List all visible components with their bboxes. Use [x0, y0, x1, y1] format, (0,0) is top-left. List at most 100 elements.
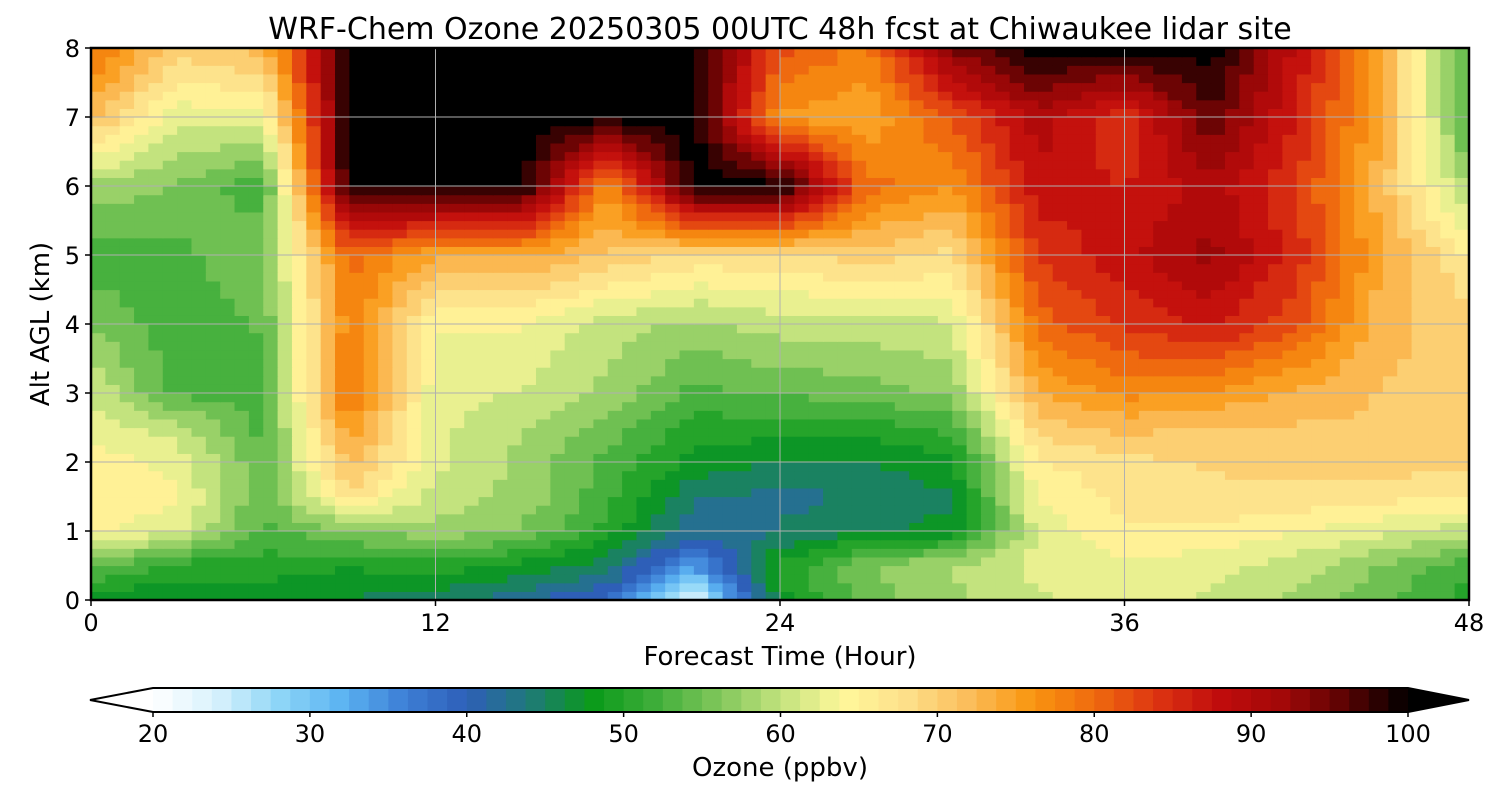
ozone-cell	[650, 177, 666, 187]
ozone-cell	[449, 401, 465, 411]
ozone-cell	[665, 349, 681, 360]
ozone-cell	[291, 367, 307, 377]
ozone-cell	[191, 418, 207, 429]
ozone-cell	[191, 401, 207, 411]
ozone-cell	[105, 272, 121, 282]
ozone-cell	[320, 367, 336, 377]
ozone-cell	[119, 142, 135, 153]
ozone-cell	[593, 272, 609, 282]
ozone-cell	[722, 522, 738, 532]
ozone-cell	[593, 453, 609, 463]
ozone-cell	[808, 462, 824, 472]
ozone-cell	[1067, 565, 1083, 575]
ozone-cell	[1009, 289, 1025, 299]
ozone-cell	[751, 487, 767, 498]
ozone-cell	[435, 453, 451, 463]
ozone-cell	[1454, 349, 1469, 360]
ozone-cell	[1210, 177, 1226, 187]
ozone-cell	[363, 505, 379, 515]
ozone-cell	[1038, 367, 1054, 377]
ozone-cell	[736, 548, 752, 558]
ozone-cell	[980, 246, 996, 256]
ozone-cell	[780, 462, 795, 472]
ozone-cell	[937, 332, 953, 342]
ozone-cell	[1224, 556, 1240, 567]
ozone-cell	[794, 220, 810, 230]
ozone-cell	[421, 496, 437, 506]
ozone-cell	[995, 151, 1011, 161]
ozone-cell	[708, 539, 724, 549]
ozone-cell	[995, 298, 1011, 308]
ozone-cell	[1397, 375, 1413, 385]
ozone-cell	[1239, 505, 1255, 515]
ozone-cell	[1009, 539, 1025, 549]
ozone-cell	[1268, 160, 1283, 170]
ozone-cell	[995, 263, 1011, 273]
ozone-cell	[851, 453, 867, 463]
ozone-cell	[349, 341, 365, 351]
ozone-cell	[162, 496, 178, 506]
ozone-cell	[736, 358, 752, 368]
ozone-cell	[248, 160, 264, 170]
ozone-cell	[894, 358, 910, 368]
ozone-cell	[851, 427, 867, 437]
ozone-cell	[880, 556, 896, 567]
ozone-cell	[909, 393, 925, 403]
ozone-cell	[1239, 220, 1255, 230]
ozone-cell	[693, 539, 709, 549]
ozone-cell	[650, 367, 666, 377]
ozone-cell	[937, 220, 953, 230]
ozone-cell	[1311, 272, 1327, 282]
ozone-cell	[406, 522, 422, 532]
ozone-cell	[1024, 401, 1039, 411]
ozone-cell	[320, 574, 336, 584]
ozone-cell	[134, 539, 150, 549]
ozone-cell	[1167, 444, 1183, 454]
ozone-cell	[1296, 444, 1312, 454]
ozone-cell	[722, 444, 738, 454]
ozone-cell	[378, 168, 394, 178]
ozone-cell	[291, 591, 307, 600]
ozone-cell	[808, 177, 824, 187]
ozone-cell	[1282, 582, 1298, 592]
ozone-cell	[995, 539, 1011, 549]
ozone-cell	[1110, 151, 1126, 161]
ozone-cell	[234, 427, 250, 437]
ozone-cell	[1081, 410, 1097, 420]
ozone-cell	[966, 220, 982, 230]
ozone-cell	[1354, 513, 1370, 523]
ozone-cell	[1224, 220, 1240, 230]
ozone-cell	[406, 436, 422, 446]
ozone-cell	[1110, 496, 1126, 506]
ozone-cell	[1411, 324, 1427, 334]
ozone-cell	[191, 513, 207, 523]
ozone-cell	[392, 418, 408, 429]
ozone-cell	[435, 177, 451, 187]
ozone-cell	[320, 151, 336, 161]
ozone-cell	[406, 324, 422, 334]
ozone-cell	[148, 272, 164, 282]
ozone-cell	[894, 582, 910, 592]
ozone-cell	[449, 367, 465, 377]
ozone-cell	[780, 289, 795, 299]
ozone-cell	[1181, 341, 1197, 351]
ozone-cell	[909, 211, 925, 222]
ozone-cell	[1354, 203, 1370, 213]
ozone-cell	[607, 531, 623, 541]
ozone-cell	[593, 160, 609, 170]
ozone-cell	[119, 246, 135, 256]
ozone-cell	[923, 505, 939, 515]
ozone-cell	[722, 531, 738, 541]
ozone-cell	[937, 298, 953, 308]
ozone-cell	[894, 160, 910, 170]
ozone-cell	[1411, 582, 1427, 592]
ozone-cell	[693, 574, 709, 584]
ozone-cell	[378, 177, 394, 187]
ozone-cell	[148, 315, 164, 325]
ozone-cell	[1425, 436, 1441, 446]
ozone-cell	[406, 367, 422, 377]
ozone-cell	[521, 410, 537, 420]
ozone-cell	[1095, 324, 1111, 334]
ozone-cell	[736, 280, 752, 291]
ozone-cell	[1081, 324, 1097, 334]
